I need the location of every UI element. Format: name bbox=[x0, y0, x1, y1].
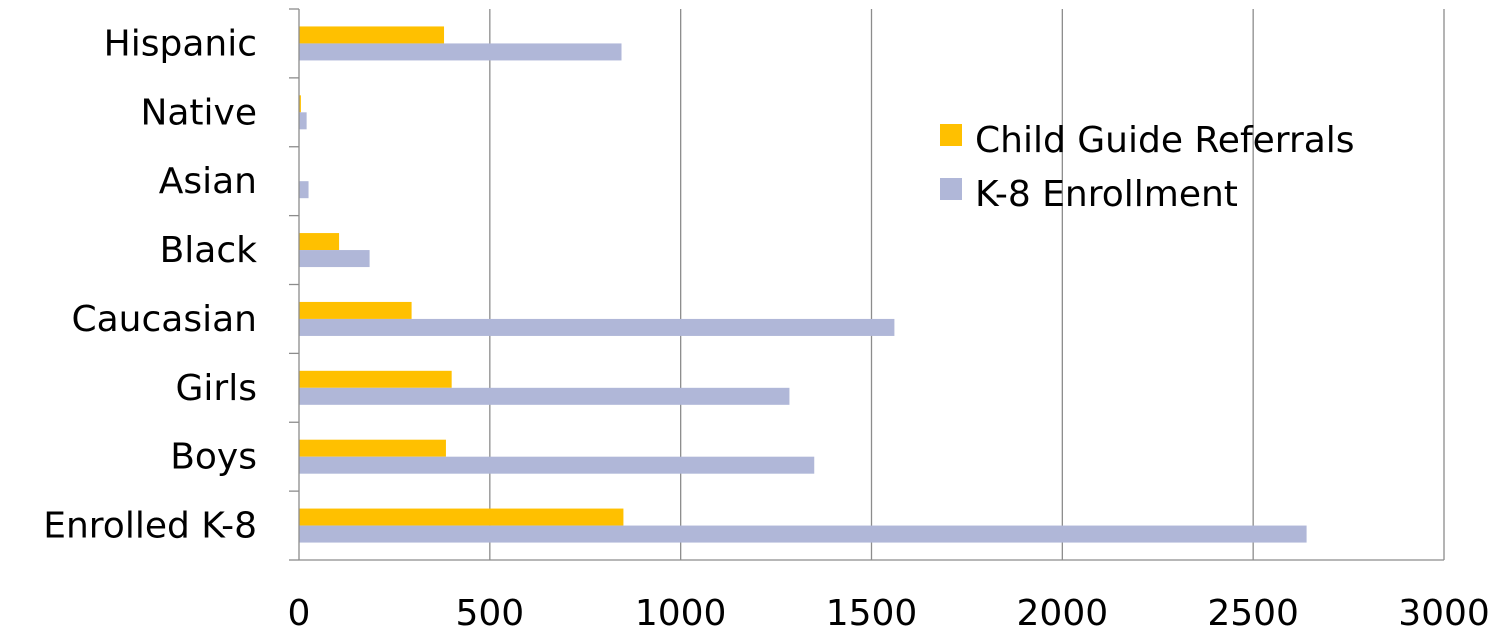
x-tick-label: 2500 bbox=[1207, 593, 1299, 634]
bar-referrals-4 bbox=[299, 301, 412, 319]
category-label: Asian bbox=[159, 161, 257, 202]
legend-label: K-8 Enrollment bbox=[975, 174, 1238, 215]
bar-referrals-0 bbox=[299, 26, 445, 44]
legend-swatch-1 bbox=[940, 178, 962, 200]
category-label: Caucasian bbox=[71, 299, 257, 340]
category-label: Black bbox=[160, 230, 258, 271]
category-labels: Hispanic Native Asian Black Caucasian Girls Bo… bbox=[43, 23, 257, 546]
legend: Child Guide Referrals K-8 Enrollment bbox=[940, 120, 1355, 215]
bar-enrollment-2 bbox=[299, 181, 309, 199]
legend-swatch-0 bbox=[940, 124, 962, 146]
bar-enrollment-3 bbox=[299, 250, 370, 268]
bar-enrollment-7 bbox=[299, 525, 1307, 543]
x-tick-label: 3000 bbox=[1398, 593, 1490, 634]
x-tick-label: 1000 bbox=[635, 593, 727, 634]
x-tick-label: 0 bbox=[288, 593, 311, 634]
category-label: Hispanic bbox=[104, 23, 257, 64]
bar-enrollment-1 bbox=[299, 112, 307, 130]
x-tick-labels: 0 500 1000 1500 2000 2500 3000 bbox=[288, 593, 1490, 634]
bar-referrals-3 bbox=[299, 233, 340, 251]
bar-enrollment-5 bbox=[299, 387, 790, 405]
bar-referrals-5 bbox=[299, 370, 452, 388]
bar-referrals-6 bbox=[299, 439, 446, 457]
category-label: Enrolled K-8 bbox=[43, 506, 257, 547]
gridlines bbox=[489, 9, 1445, 560]
bar-enrollment-6 bbox=[299, 456, 815, 474]
bar-enrollment-4 bbox=[299, 318, 895, 336]
x-tick-label: 500 bbox=[455, 593, 524, 634]
bar-referrals-7 bbox=[299, 508, 624, 526]
bars bbox=[299, 26, 1307, 543]
legend-label: Child Guide Referrals bbox=[975, 120, 1355, 161]
category-label: Boys bbox=[170, 437, 257, 478]
category-label: Girls bbox=[176, 368, 257, 409]
x-tick-label: 1500 bbox=[826, 593, 918, 634]
bar-enrollment-0 bbox=[299, 43, 622, 61]
bar-referrals-1 bbox=[299, 95, 301, 113]
category-label: Native bbox=[140, 92, 257, 133]
y-axis bbox=[289, 8, 1444, 561]
x-tick-label: 2000 bbox=[1017, 593, 1109, 634]
